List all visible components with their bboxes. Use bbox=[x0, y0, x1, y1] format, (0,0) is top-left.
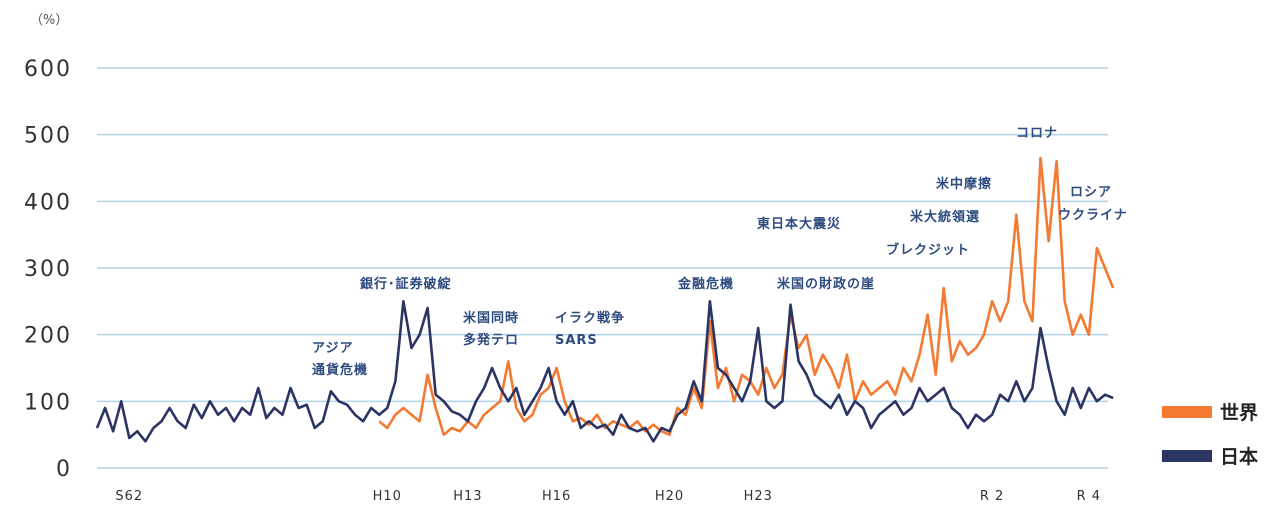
y-tick-label: 400 bbox=[24, 190, 72, 215]
y-tick-label: 100 bbox=[24, 390, 72, 415]
annotation: ブレクジット bbox=[886, 242, 970, 258]
annotation: ウクライナ bbox=[1058, 208, 1128, 223]
annotation: 多発テロ bbox=[463, 332, 519, 348]
legend-swatch bbox=[1162, 406, 1212, 418]
unit-label: （%） bbox=[30, 13, 68, 28]
legend-label: 世界 bbox=[1220, 402, 1258, 424]
annotation: 米国の財政の崖 bbox=[777, 276, 875, 292]
legend-swatch bbox=[1162, 450, 1212, 462]
annotation: 米中摩擦 bbox=[936, 176, 992, 192]
x-tick-label: H20 bbox=[655, 489, 684, 504]
annotation: アジア bbox=[312, 341, 353, 356]
annotation: コロナ bbox=[1016, 126, 1058, 141]
legend-label: 日本 bbox=[1220, 445, 1258, 468]
x-tick-label: R 2 bbox=[980, 489, 1004, 504]
annotation: 銀行･証券破綻 bbox=[360, 276, 452, 292]
line-series bbox=[378, 156, 1115, 436]
x-tick-label: H16 bbox=[542, 489, 571, 504]
line-series bbox=[95, 300, 1114, 443]
annotation: 米大統領選 bbox=[910, 209, 980, 225]
y-tick-label: 600 bbox=[24, 57, 72, 82]
annotation: 米国同時 bbox=[463, 310, 519, 326]
annotation: イラク戦争 bbox=[555, 310, 625, 326]
annotation: 金融危機 bbox=[677, 276, 734, 292]
x-tick-label: H13 bbox=[453, 489, 482, 504]
x-tick-label: H23 bbox=[744, 489, 773, 504]
x-tick-label: S62 bbox=[115, 489, 143, 504]
y-tick-label: 300 bbox=[24, 257, 72, 282]
annotation: 通貨危機 bbox=[312, 362, 368, 378]
annotation: 東日本大震災 bbox=[757, 216, 841, 232]
y-tick-label: 0 bbox=[56, 457, 72, 482]
x-tick-label: H10 bbox=[373, 489, 402, 504]
annotation: ロシア bbox=[1070, 185, 1112, 200]
annotation: SARS bbox=[555, 333, 598, 348]
y-tick-label: 200 bbox=[24, 324, 72, 349]
y-tick-label: 500 bbox=[24, 124, 72, 149]
x-tick-label: R 4 bbox=[1077, 489, 1101, 504]
